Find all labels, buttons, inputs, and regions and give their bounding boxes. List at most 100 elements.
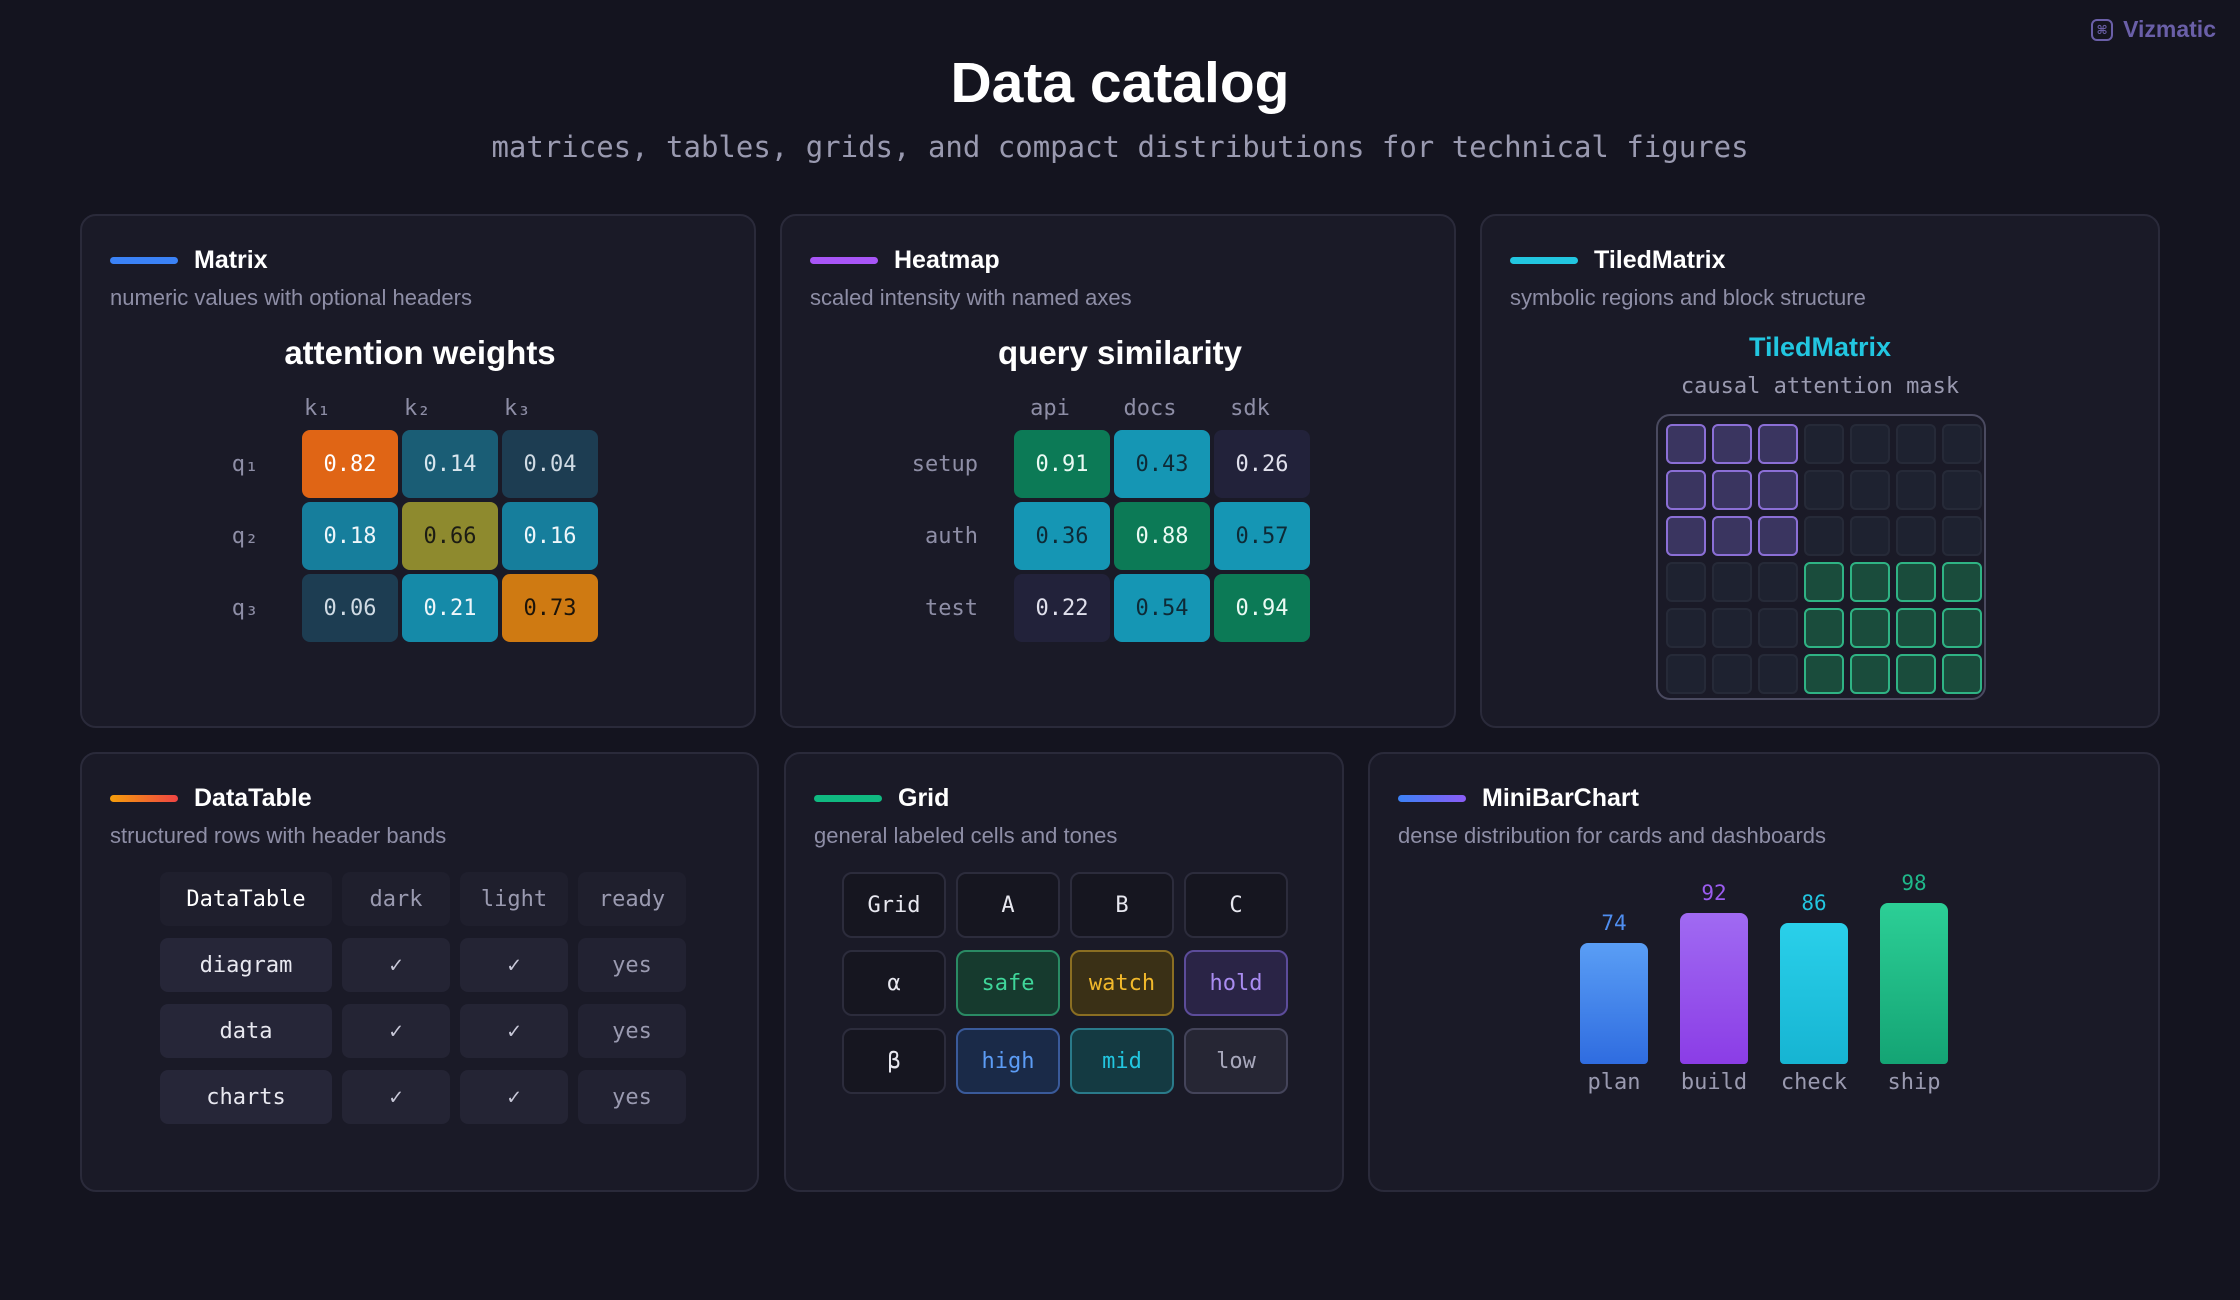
tile-cell bbox=[1712, 470, 1752, 510]
card-description: scaled intensity with named axes bbox=[810, 285, 1132, 310]
bar-category-label: build bbox=[1680, 1070, 1748, 1095]
bar-check bbox=[1780, 923, 1848, 1064]
tile-cell bbox=[1942, 562, 1982, 602]
table-row-label: data bbox=[160, 1004, 332, 1058]
table-row-label: diagram bbox=[160, 938, 332, 992]
card-title: Heatmap bbox=[894, 246, 1000, 274]
grid-cell: hold bbox=[1184, 950, 1288, 1016]
card-description: general labeled cells and tones bbox=[814, 823, 1118, 848]
tile-cell bbox=[1804, 562, 1844, 602]
tile-cell bbox=[1850, 608, 1890, 648]
matrix-card: Matrix numeric values with optional head… bbox=[80, 214, 756, 728]
matrix-cell: 0.82 bbox=[302, 430, 398, 498]
accent-bar bbox=[1510, 257, 1578, 264]
table-row-label: charts bbox=[160, 1070, 332, 1124]
matrix-cell: 0.14 bbox=[402, 430, 498, 498]
tile-cell bbox=[1942, 470, 1982, 510]
heatmap-cell: 0.54 bbox=[1114, 574, 1210, 642]
tile-cell bbox=[1804, 654, 1844, 694]
tiled-mask-frame bbox=[1656, 414, 1986, 700]
tile-cell bbox=[1758, 562, 1798, 602]
heatmap-cell: 0.91 bbox=[1014, 430, 1110, 498]
bar-plan bbox=[1580, 943, 1648, 1064]
minibarchart-card: MiniBarChart dense distribution for card… bbox=[1368, 752, 2160, 1192]
matrix-cell: 0.16 bbox=[502, 502, 598, 570]
bar-ship bbox=[1880, 903, 1948, 1064]
table-header-cell: ready bbox=[578, 872, 686, 926]
grid-header-cell: C bbox=[1184, 872, 1288, 938]
grid-header-cell: Grid bbox=[842, 872, 946, 938]
tile-cell bbox=[1666, 516, 1706, 556]
tile-cell bbox=[1804, 424, 1844, 464]
matrix-cell: 0.73 bbox=[502, 574, 598, 642]
tiled-inner-subtitle: causal attention mask bbox=[1680, 374, 1960, 399]
tile-cell bbox=[1758, 654, 1798, 694]
accent-bar bbox=[110, 257, 178, 264]
grid-cell: safe bbox=[956, 950, 1060, 1016]
tile-cell bbox=[1896, 424, 1936, 464]
tile-cell bbox=[1804, 516, 1844, 556]
matrix-cell: 0.21 bbox=[402, 574, 498, 642]
tile-cell bbox=[1758, 424, 1798, 464]
bar-value-label: 98 bbox=[1901, 871, 1927, 895]
tile-cell bbox=[1942, 608, 1982, 648]
table-cell: yes bbox=[578, 1070, 686, 1124]
card-description: symbolic regions and block structure bbox=[1510, 285, 1866, 310]
tile-cell bbox=[1804, 608, 1844, 648]
col-header: k₃ bbox=[504, 396, 531, 421]
tile-cell bbox=[1666, 654, 1706, 694]
accent-bar bbox=[1398, 795, 1466, 802]
table-cell: ✓ bbox=[342, 1070, 450, 1124]
heatmap-cell: 0.94 bbox=[1214, 574, 1310, 642]
accent-bar bbox=[814, 795, 882, 802]
matrix-cell: 0.04 bbox=[502, 430, 598, 498]
card-title: TiledMatrix bbox=[1594, 246, 1726, 274]
matrix-cell: 0.18 bbox=[302, 502, 398, 570]
table-cell: ✓ bbox=[342, 938, 450, 992]
bar-build bbox=[1680, 913, 1748, 1064]
bar-category-label: ship bbox=[1887, 1070, 1941, 1095]
card-title: Matrix bbox=[194, 246, 268, 274]
tile-cell bbox=[1896, 516, 1936, 556]
col-header: sdk bbox=[1230, 396, 1270, 421]
heatmap-subtitle: query similarity bbox=[998, 334, 1242, 371]
page-subtitle: matrices, tables, grids, and compact dis… bbox=[491, 130, 1749, 164]
heatmap-cell: 0.22 bbox=[1014, 574, 1110, 642]
tile-cell bbox=[1758, 470, 1798, 510]
matrix-cell: 0.06 bbox=[302, 574, 398, 642]
col-header: k₂ bbox=[404, 396, 431, 421]
bar-category-label: plan bbox=[1587, 1070, 1641, 1095]
card-description: dense distribution for cards and dashboa… bbox=[1398, 823, 1827, 848]
heatmap-cell: 0.88 bbox=[1114, 502, 1210, 570]
row-header: setup bbox=[911, 452, 978, 477]
row-header: auth bbox=[925, 524, 978, 549]
tile-cell bbox=[1712, 424, 1752, 464]
accent-bar bbox=[810, 257, 878, 264]
tile-cell bbox=[1758, 516, 1798, 556]
row-header: q₁ bbox=[231, 452, 259, 477]
bar-value-label: 74 bbox=[1601, 911, 1627, 935]
grid-cell: mid bbox=[1070, 1028, 1174, 1094]
tile-cell bbox=[1712, 608, 1752, 648]
table-cell: ✓ bbox=[460, 1004, 568, 1058]
tile-cell bbox=[1850, 516, 1890, 556]
table-cell: yes bbox=[578, 938, 686, 992]
card-description: structured rows with header bands bbox=[110, 823, 447, 848]
table-cell: ✓ bbox=[460, 938, 568, 992]
datatable-card: DataTable structured rows with header ba… bbox=[80, 752, 759, 1192]
table-cell: ✓ bbox=[460, 1070, 568, 1124]
table-header-cell: DataTable bbox=[160, 872, 332, 926]
tile-cell bbox=[1758, 608, 1798, 648]
tile-cell bbox=[1712, 562, 1752, 602]
tile-cell bbox=[1896, 654, 1936, 694]
table-header-cell: dark bbox=[342, 872, 450, 926]
bar-category-label: check bbox=[1780, 1070, 1848, 1095]
grid-cell: low bbox=[1184, 1028, 1288, 1094]
tile-cell bbox=[1850, 470, 1890, 510]
tile-cell bbox=[1942, 424, 1982, 464]
card-title: Grid bbox=[898, 784, 950, 812]
bar-value-label: 92 bbox=[1701, 881, 1727, 905]
col-header: api bbox=[1030, 396, 1070, 421]
card-title: DataTable bbox=[194, 784, 312, 812]
tile-cell bbox=[1850, 424, 1890, 464]
